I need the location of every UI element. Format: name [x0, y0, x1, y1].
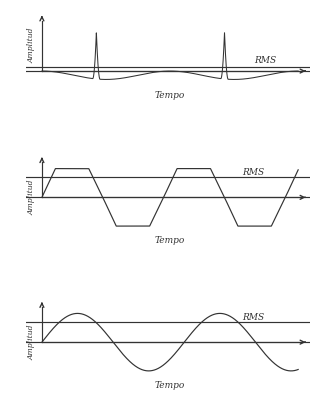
Text: Amplitud: Amplitud — [28, 324, 36, 360]
Text: Amplitud: Amplitud — [28, 28, 36, 63]
Text: Tempo: Tempo — [155, 381, 185, 390]
Text: Amplitud: Amplitud — [28, 180, 36, 215]
Text: Tempo: Tempo — [155, 236, 185, 245]
Text: Tempo: Tempo — [155, 91, 185, 100]
Text: RMS: RMS — [242, 313, 264, 322]
Text: RMS: RMS — [255, 56, 277, 65]
Text: RMS: RMS — [242, 168, 264, 177]
